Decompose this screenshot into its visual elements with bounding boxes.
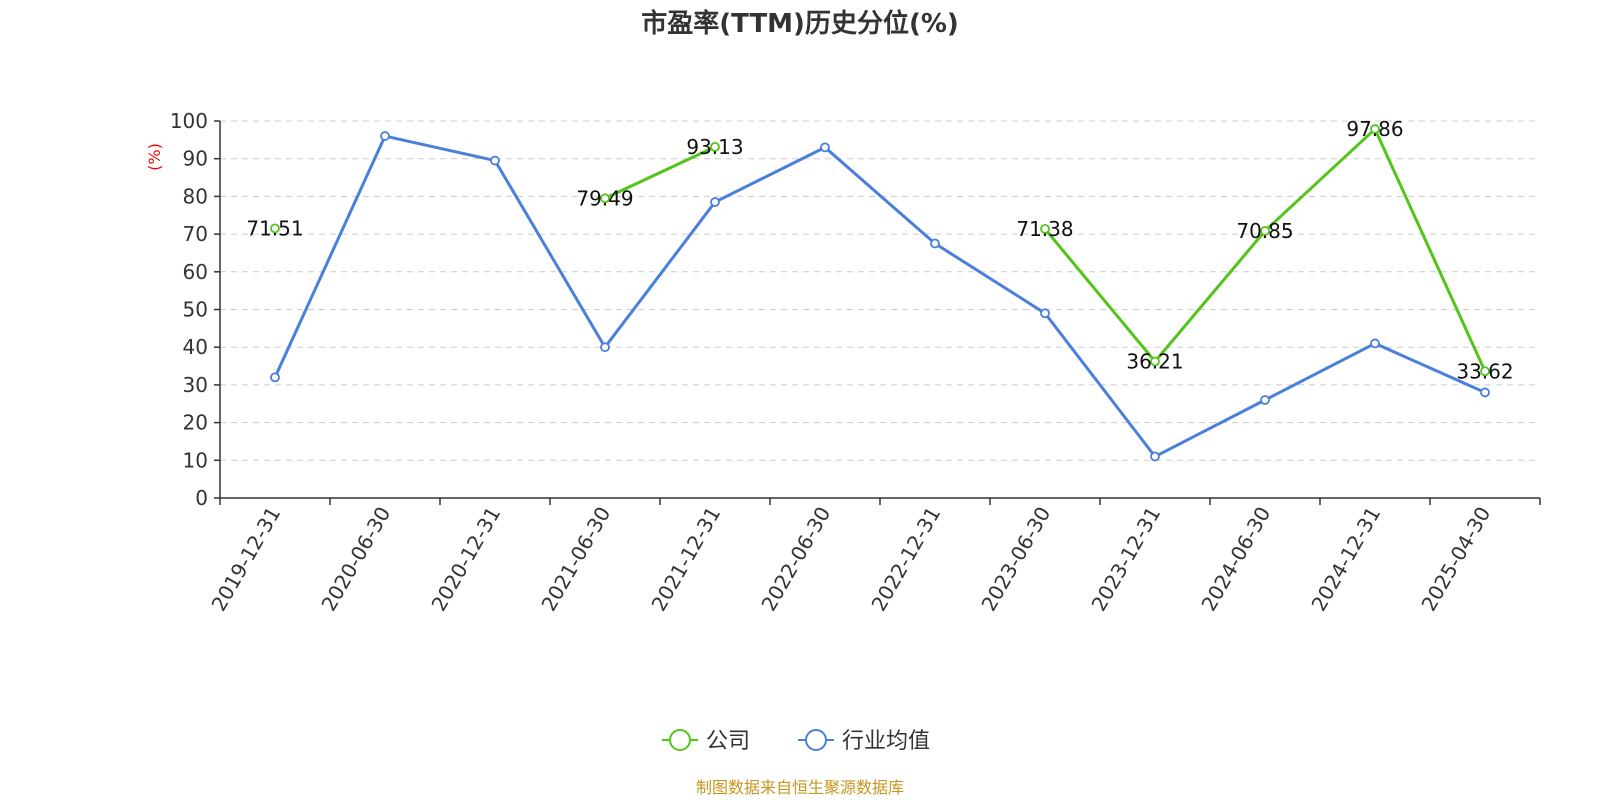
y-tick-label: 10	[183, 448, 208, 472]
x-tick-label: 2024-12-31	[1306, 503, 1385, 616]
x-tick-label: 2020-12-31	[426, 503, 505, 616]
data-point	[1370, 338, 1380, 349]
data-point	[1040, 308, 1050, 319]
data-point	[1150, 451, 1160, 462]
source-note: 制图数据来自恒生聚源数据库	[696, 778, 904, 797]
y-tick-label: 40	[183, 335, 208, 359]
data-point	[1480, 387, 1490, 398]
y-tick-label: 20	[183, 411, 208, 435]
x-tick-label: 2023-12-31	[1086, 503, 1165, 616]
legend-label: 公司	[706, 729, 750, 754]
y-axis-label: (%)	[145, 143, 164, 171]
data-labels: 71.51 79.49 93.13 71.38 36.21 70.85 97.86 33.62	[246, 117, 1513, 383]
y-tick-label: 100	[170, 109, 208, 133]
series-industry-average	[270, 131, 1490, 462]
grid-lines	[220, 120, 1540, 461]
y-tick-label: 0	[195, 486, 208, 510]
data-label: 71.38	[1016, 217, 1073, 241]
x-tick-label: 2021-12-31	[646, 503, 725, 616]
data-point	[490, 155, 500, 166]
legend-marker	[669, 729, 691, 751]
data-label: 70.85	[1236, 219, 1293, 243]
legend-item-company[interactable]: 公司	[662, 729, 750, 754]
data-point	[270, 372, 280, 383]
legend[interactable]: 公司 行业均值	[662, 729, 930, 754]
legend-item-industry-average[interactable]: 行业均值	[798, 729, 930, 754]
data-point	[600, 193, 610, 204]
x-tick-label: 2020-06-30	[316, 503, 395, 616]
y-tick-label: 70	[183, 222, 208, 246]
data-point	[1260, 395, 1270, 405]
series-lines	[270, 124, 1490, 462]
x-tick-label: 2021-06-30	[536, 503, 615, 616]
data-label: 79.49	[576, 186, 633, 210]
y-tick-label: 30	[183, 373, 208, 397]
data-point	[380, 131, 390, 141]
x-tick-label: 2019-12-31	[206, 503, 285, 616]
data-point	[820, 142, 830, 153]
y-tick-label: 90	[183, 147, 208, 171]
data-label: 36.21	[1126, 349, 1183, 373]
data-point	[710, 141, 720, 152]
x-tick-label: 2022-12-31	[866, 503, 945, 616]
series-line	[604, 145, 716, 200]
data-point	[1150, 356, 1160, 367]
legend-marker	[805, 729, 827, 751]
x-tick-label: 2024-06-30	[1196, 503, 1275, 616]
data-point	[270, 223, 280, 234]
data-point	[710, 197, 720, 207]
x-tick-label: 2025-04-30	[1416, 503, 1495, 616]
legend-label: 行业均值	[842, 729, 930, 754]
data-point	[1480, 366, 1490, 377]
data-label: 97.86	[1346, 117, 1403, 141]
data-label: 33.62	[1456, 359, 1513, 383]
data-point	[1370, 124, 1380, 134]
data-point	[600, 342, 610, 353]
data-label: 93.13	[686, 135, 743, 159]
data-label: 71.51	[246, 216, 303, 240]
series-company	[270, 124, 1490, 377]
series-line	[1043, 127, 1487, 372]
y-tick-label: 80	[183, 184, 208, 208]
x-tick-label: 2022-06-30	[756, 503, 835, 616]
data-point	[1260, 225, 1270, 236]
x-tick-label: 2023-06-30	[976, 503, 1055, 616]
series-line	[273, 134, 1486, 459]
y-tick-label: 50	[183, 298, 208, 322]
chart-title: 市盈率(TTM)历史分位(%)	[641, 8, 959, 39]
data-point	[930, 238, 940, 249]
data-point	[1040, 223, 1050, 234]
y-tick-label: 60	[183, 260, 208, 284]
axes: 0 10 20 30 40 50 60 70 80 90 100 2019-12-31 2020-06-…	[170, 109, 1541, 616]
